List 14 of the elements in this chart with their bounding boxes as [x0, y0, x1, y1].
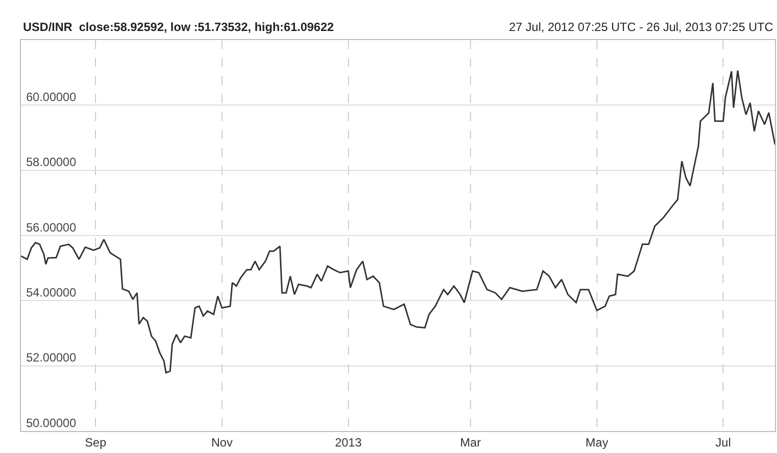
y-tick-label: 58.00000: [26, 155, 76, 170]
y-tick-label: 54.00000: [26, 285, 76, 300]
x-tick-label: Nov: [211, 435, 233, 450]
y-tick-label: 60.00000: [26, 90, 76, 104]
x-tick-label: May: [586, 435, 608, 450]
y-tick-label: 56.00000: [26, 220, 76, 234]
x-tick-label: Mar: [460, 435, 481, 450]
chart-subtitle: 27 Jul, 2012 07:25 UTC - 26 Jul, 2013 07:25 UTC: [509, 20, 774, 34]
y-tick-label: 52.00000: [26, 350, 76, 365]
x-tick-label: 2013: [334, 435, 362, 450]
x-tick-label: Jul: [716, 435, 731, 450]
y-tick-label: 50.00000: [26, 416, 76, 430]
chart-title: USD/INR close:58.92592, low :51.73532, high:61.09622: [23, 20, 334, 34]
x-tick-label: Sep: [84, 435, 107, 450]
